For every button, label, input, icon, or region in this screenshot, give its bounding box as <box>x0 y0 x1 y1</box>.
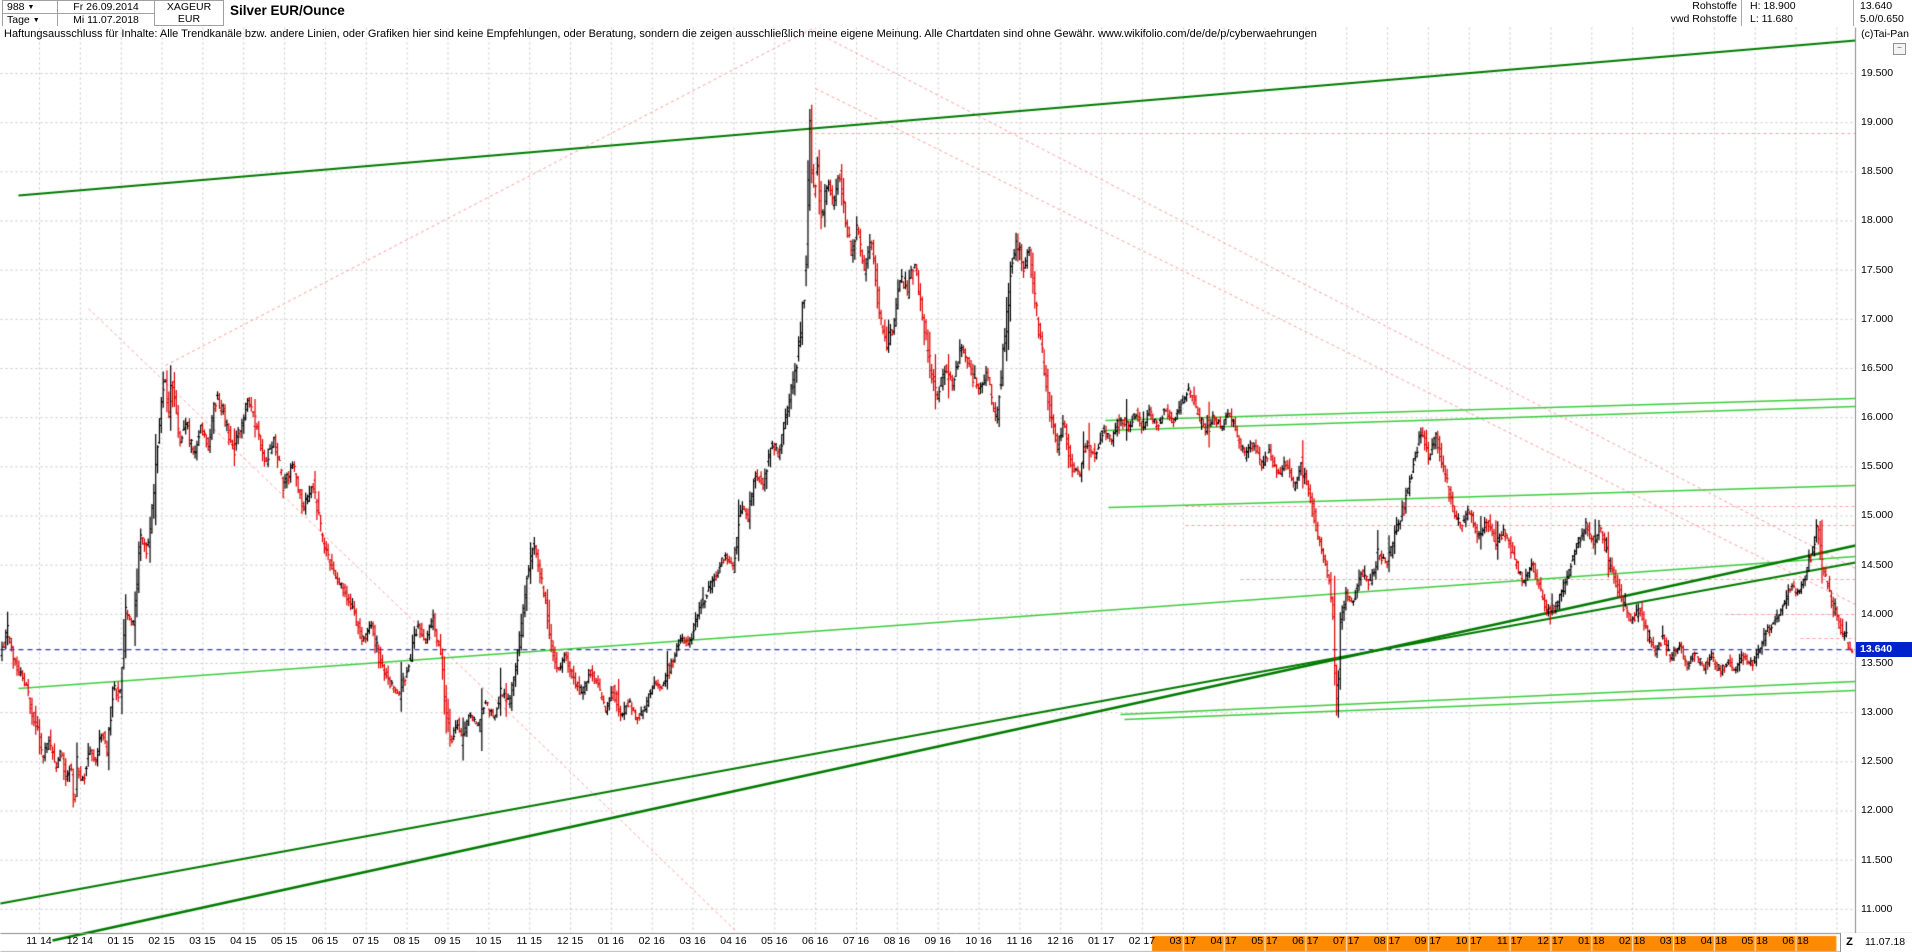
x-axis-label: 11 15 <box>516 935 542 947</box>
period-low-label: L: 11.680 <box>1750 13 1850 26</box>
y-axis-label: 17.500 <box>1861 263 1894 276</box>
x-axis-label: 12 15 <box>556 935 584 947</box>
y-axis-label: 12.500 <box>1861 755 1894 768</box>
x-axis-label: 12 14 <box>66 935 93 947</box>
taipan-copyright: (c)Tai-Pan <box>1861 28 1909 40</box>
x-axis-label: 05 18 <box>1741 935 1768 947</box>
bars-count-dropdown[interactable]: 988 ▼ <box>2 0 58 14</box>
x-axis-label: 10 17 <box>1455 935 1482 947</box>
x-axis-label: 02 16 <box>638 935 665 947</box>
last-price-tag: 13.640 <box>1856 642 1912 658</box>
x-axis-label: 12 16 <box>1047 935 1074 947</box>
y-axis-label: 18.500 <box>1861 165 1894 178</box>
data-feed-label: vwd Rohstoffe <box>1620 13 1737 26</box>
x-axis-label: 07 17 <box>1333 935 1360 947</box>
x-axis-label: 08 17 <box>1373 935 1401 947</box>
x-axis-label: 07 16 <box>842 935 870 947</box>
chevron-down-icon: ▼ <box>27 4 35 11</box>
chart-region: Haftungsausschluss für Inhalte: Alle Tre… <box>0 26 1912 952</box>
period-high-label: H: 18.900 <box>1750 0 1850 13</box>
x-axis-label: 07 15 <box>352 935 379 947</box>
x-axis-label: 01 18 <box>1578 935 1605 947</box>
y-axis-label: 13.000 <box>1861 706 1894 719</box>
y-axis-label: 16.000 <box>1861 411 1894 424</box>
y-axis-label: 19.500 <box>1861 67 1894 79</box>
y-axis-label: 11.500 <box>1861 853 1893 866</box>
x-axis-label: 04 16 <box>720 935 747 947</box>
x-axis-label: 11 17 <box>1496 935 1523 947</box>
x-axis-label: 08 16 <box>883 935 910 947</box>
x-axis-label: 11 16 <box>1006 935 1033 947</box>
disclaimer-text: Haftungsausschluss für Inhalte: Alle Tre… <box>4 28 1317 40</box>
y-axis-label: 14.000 <box>1861 607 1894 620</box>
last-price-label: 13.640 <box>1860 0 1912 13</box>
y-axis-label: 11.000 <box>1861 902 1893 915</box>
x-axis-label: 03 16 <box>679 935 706 947</box>
x-axis-label: 01 17 <box>1087 935 1115 947</box>
chart-title: Silver EUR/Ounce <box>230 3 345 18</box>
y-axis-label: 15.000 <box>1861 509 1894 522</box>
x-axis-label: 09 16 <box>924 935 951 947</box>
x-axis-label: 10 16 <box>965 935 992 947</box>
start-date-field[interactable]: Fr 26.09.2014 <box>57 0 155 14</box>
period-dropdown[interactable]: Tage ▼ <box>2 13 58 27</box>
x-axis-label: 06 18 <box>1782 935 1809 947</box>
x-axis-label: 06 17 <box>1292 935 1319 947</box>
chevron-down-icon: ▼ <box>32 17 40 24</box>
x-axis-label: 10 15 <box>475 935 502 947</box>
x-axis-label: 04 17 <box>1210 935 1237 947</box>
header-separator <box>1741 0 1742 26</box>
x-axis-label: 05 16 <box>761 935 788 947</box>
x-axis-label: 11 14 <box>26 935 52 947</box>
x-axis-label: 02 15 <box>148 935 175 947</box>
x-axis-label: 09 17 <box>1414 935 1442 947</box>
x-axis-label: 04 18 <box>1700 935 1727 947</box>
collapse-icon[interactable]: − <box>1893 43 1906 55</box>
x-axis-label: 09 15 <box>434 935 461 947</box>
x-axis-label: 03 17 <box>1169 935 1196 947</box>
x-axis-label: 01 15 <box>107 935 134 947</box>
y-axis-label: 16.500 <box>1861 361 1894 374</box>
x-axis-label: 03 18 <box>1659 935 1687 947</box>
x-axis-label: 05 17 <box>1251 935 1278 947</box>
header-separator <box>1853 0 1854 26</box>
x-axis-label: 04 15 <box>230 935 257 947</box>
change-label: 5.0/0.650 <box>1860 13 1912 26</box>
x-axis-label: 02 18 <box>1619 935 1646 947</box>
symbol-field[interactable]: XAGEUR <box>154 0 224 14</box>
y-axis-label: 19.000 <box>1861 116 1894 129</box>
instrument-group-label: Rohstoffe <box>1620 0 1737 13</box>
y-axis-label: 15.500 <box>1861 460 1894 473</box>
x-axis-label: 06 16 <box>802 935 829 947</box>
y-axis-label: 17.000 <box>1861 312 1894 325</box>
end-date-field[interactable]: Mi 11.07.2018 <box>57 13 155 27</box>
x-axis-label: 02 17 <box>1128 935 1156 947</box>
y-axis-label: 14.500 <box>1861 558 1894 571</box>
currency-label: EUR <box>154 13 224 26</box>
last-date-field[interactable]: 11.07.18 <box>1858 933 1912 952</box>
x-axis-label: 08 15 <box>393 935 420 947</box>
zoom-button[interactable]: Z <box>1840 933 1859 952</box>
price-chart-canvas[interactable] <box>0 26 1912 952</box>
x-axis-label: 01 16 <box>597 935 625 947</box>
x-axis-label: 05 15 <box>270 935 298 947</box>
x-axis-label: 12 17 <box>1537 935 1564 947</box>
y-axis-label: 12.000 <box>1861 804 1894 817</box>
x-axis-label: 06 15 <box>311 935 339 947</box>
header: 988 ▼ Tage ▼ Fr 26.09.2014 Mi 11.07.2018 X… <box>0 0 1912 27</box>
y-axis-label: 13.500 <box>1861 656 1894 669</box>
x-axis-label: 03 15 <box>189 935 216 947</box>
y-axis-label: 18.000 <box>1861 214 1894 227</box>
